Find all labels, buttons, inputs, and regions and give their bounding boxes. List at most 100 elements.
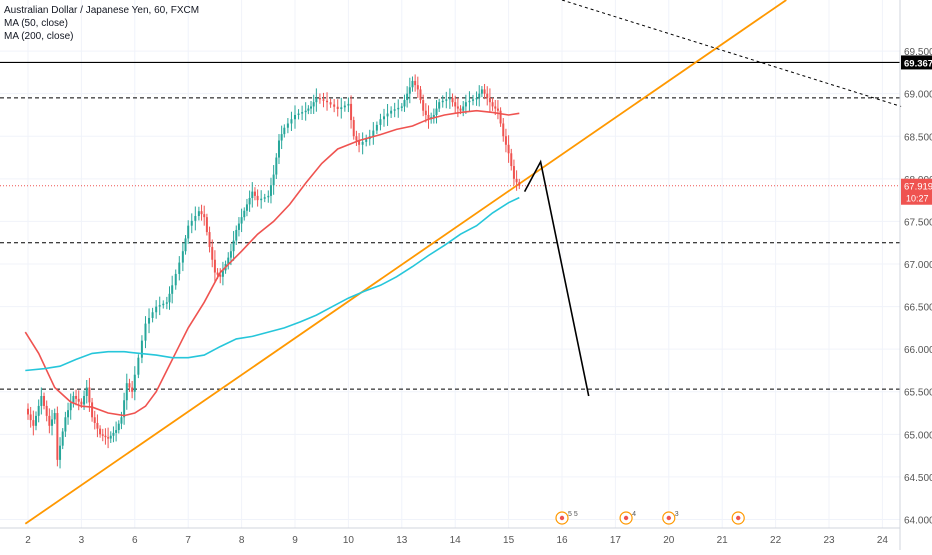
candle-body xyxy=(75,396,78,399)
candle-body xyxy=(112,432,115,436)
moving-averages xyxy=(24,109,520,417)
time-tick-label: 22 xyxy=(770,535,782,546)
price-tick-label: 64.500 xyxy=(904,473,932,484)
candle-body xyxy=(205,217,208,233)
time-tick-label: 17 xyxy=(610,535,622,546)
time-axis[interactable]: 2 3 6 7 8 9 10 13 14 15 16 17 20 21 22 23 24 xyxy=(0,527,900,546)
candle-body xyxy=(137,357,140,375)
candle-body xyxy=(518,182,521,186)
time-tick-label: 6 xyxy=(132,535,138,546)
candle-body xyxy=(101,434,104,436)
candle-body xyxy=(283,127,286,135)
candle-body xyxy=(253,191,256,196)
price-tick-label: 66.000 xyxy=(904,345,932,356)
ma200-line xyxy=(25,196,520,372)
candle-body xyxy=(29,414,32,421)
candle-body xyxy=(171,285,174,294)
candle-body xyxy=(336,106,339,110)
candle-body xyxy=(333,104,336,107)
candle-body xyxy=(310,106,313,109)
candle-body xyxy=(350,103,353,121)
ma50-line xyxy=(24,109,520,417)
price-tick-label: 66.500 xyxy=(904,303,932,314)
candle-body xyxy=(403,100,406,107)
candle-body xyxy=(491,102,494,107)
candle-body xyxy=(445,99,448,101)
candle-body xyxy=(272,174,275,186)
current-price-badge xyxy=(901,178,932,205)
candle-body xyxy=(462,106,465,111)
candle-body xyxy=(512,166,515,179)
candle-body xyxy=(99,428,102,435)
time-tick-label: 16 xyxy=(556,535,568,546)
candle-body xyxy=(419,89,422,101)
price-candles xyxy=(27,74,521,469)
candle-body xyxy=(144,323,147,341)
candle-body xyxy=(480,89,483,94)
candle-body xyxy=(416,85,419,90)
candle-body xyxy=(263,197,266,199)
candle-body xyxy=(478,93,481,98)
candle-body xyxy=(438,102,441,109)
trend-lines xyxy=(24,0,902,525)
candle-body xyxy=(45,405,48,416)
candle-body xyxy=(243,210,246,218)
candle-body xyxy=(267,195,270,198)
candle-body xyxy=(432,114,435,118)
event-marker-dot xyxy=(736,515,741,521)
candle-body xyxy=(459,108,462,111)
candle-body xyxy=(400,106,403,108)
candle-body xyxy=(48,415,51,426)
candle-body xyxy=(343,105,346,108)
candle-body xyxy=(151,312,154,318)
candle-body xyxy=(83,396,86,405)
candle-body xyxy=(424,110,427,115)
candle-body xyxy=(197,211,200,217)
candle-body xyxy=(221,270,224,277)
candle-body xyxy=(200,211,203,215)
candle-body xyxy=(280,134,283,141)
legend-ma200: MA (200, close) xyxy=(4,31,74,42)
candle-body xyxy=(390,110,393,114)
trend-line xyxy=(24,0,787,525)
candle-body xyxy=(304,110,307,113)
time-tick-label: 3 xyxy=(79,535,85,546)
candle-body xyxy=(383,116,385,120)
price-tick-label: 65.000 xyxy=(904,430,932,441)
candle-body xyxy=(120,417,123,424)
candle-body xyxy=(494,106,497,109)
candle-body xyxy=(165,302,168,304)
candle-body xyxy=(140,340,143,358)
candle-body xyxy=(322,99,325,101)
event-markers: 5 5 4 3 xyxy=(555,511,745,525)
candle-body xyxy=(104,435,107,438)
candle-body xyxy=(307,108,310,111)
candle-body xyxy=(178,262,181,274)
candle-body xyxy=(56,413,59,460)
candle-body xyxy=(502,123,505,137)
candle-body xyxy=(260,198,263,201)
candle-body xyxy=(386,113,389,117)
time-tick-label: 21 xyxy=(717,535,729,546)
candle-body xyxy=(483,89,486,94)
candle-body xyxy=(326,100,329,103)
candle-body xyxy=(67,410,70,418)
candle-body xyxy=(315,97,318,103)
candle-body xyxy=(181,251,184,263)
candle-body xyxy=(427,114,430,120)
candle-body xyxy=(256,195,259,201)
candle-body xyxy=(148,317,151,324)
candle-body xyxy=(131,387,134,392)
time-tick-label: 7 xyxy=(185,535,191,546)
candle-body xyxy=(32,420,35,426)
candle-body xyxy=(361,141,364,145)
price-axis[interactable]: 64.000 64.500 65.000 65.500 66.000 66.500 67.0… xyxy=(899,0,932,550)
candle-body xyxy=(64,417,67,432)
resistance-price-badge xyxy=(901,55,932,70)
legend-ma50: MA (50, close) xyxy=(4,18,68,29)
candle-body xyxy=(184,238,187,252)
candle-body xyxy=(312,102,315,107)
candle-body xyxy=(77,398,80,402)
